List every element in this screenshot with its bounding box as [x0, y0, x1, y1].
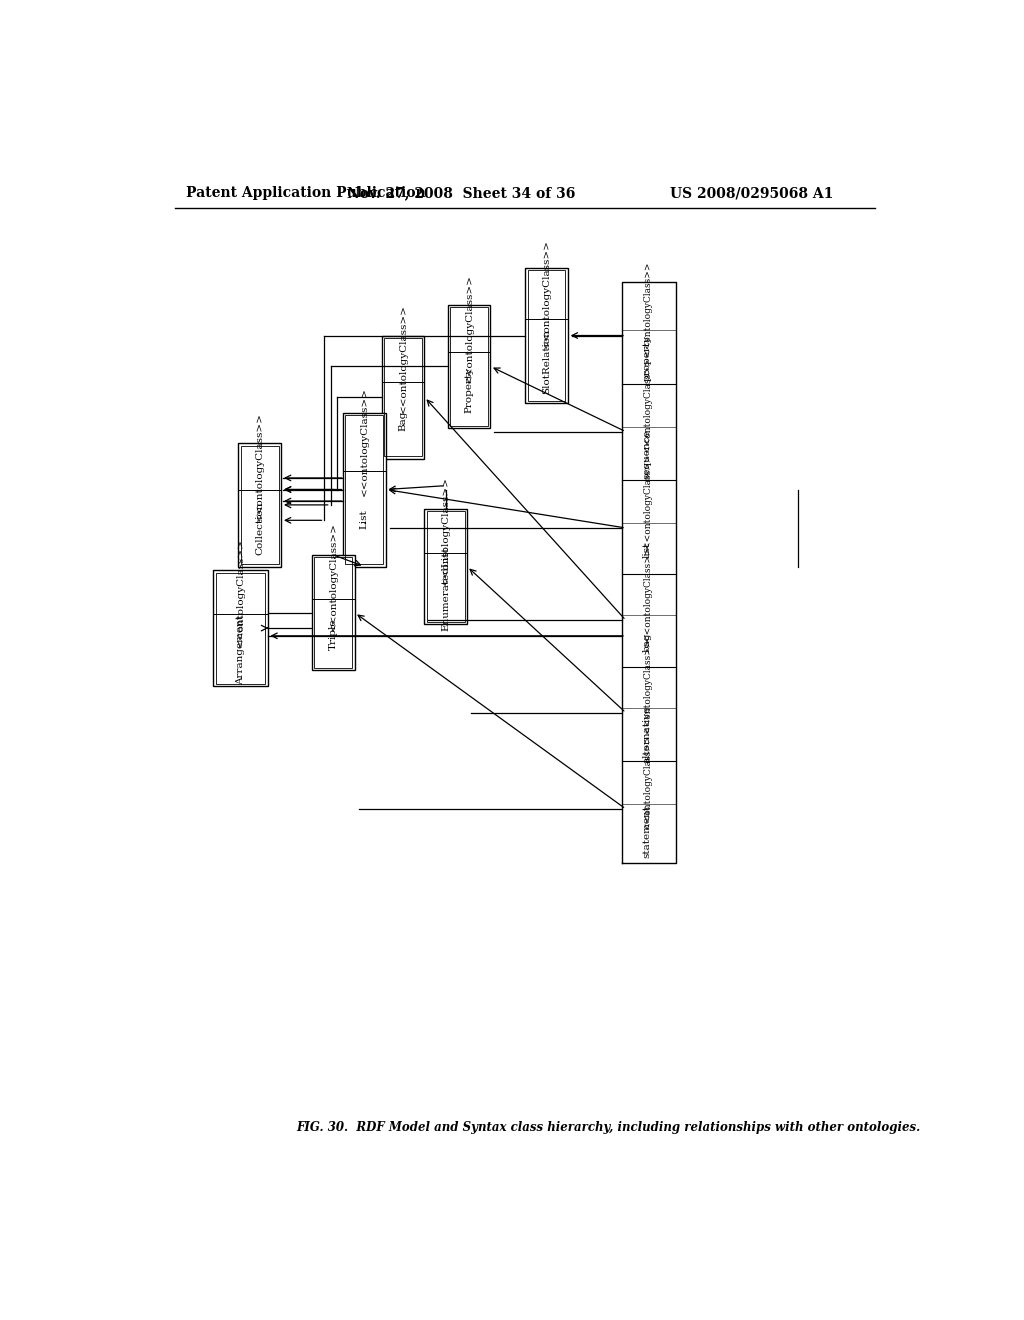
Bar	[525, 268, 568, 403]
Text: <<ontologyClass>>: <<ontologyClass>>	[643, 454, 651, 548]
Text: sequence: sequence	[643, 429, 651, 479]
Text: <<ontologyClass>>: <<ontologyClass>>	[643, 639, 651, 733]
Text: <<ontologyClass>>: <<ontologyClass>>	[643, 261, 651, 355]
Bar	[424, 508, 467, 624]
Text: <<ontologyClass>>: <<ontologyClass>>	[255, 412, 264, 521]
Text: <<ontologyClass>>: <<ontologyClass>>	[398, 305, 408, 413]
Bar	[384, 338, 422, 457]
Bar	[213, 570, 267, 686]
Text: <<ontologyClass>>: <<ontologyClass>>	[465, 273, 473, 383]
Bar	[216, 573, 265, 684]
Text: statement: statement	[643, 805, 651, 858]
Text: Patent Application Publication: Patent Application Publication	[186, 186, 426, 201]
Text: <<ontologyClass>>: <<ontologyClass>>	[643, 735, 651, 829]
Text: <<ontologyClass>>: <<ontologyClass>>	[359, 387, 369, 496]
Bar	[345, 414, 383, 564]
Text: bag: bag	[643, 632, 651, 652]
Text: EnumeratedList: EnumeratedList	[441, 546, 451, 631]
Text: US 2008/0295068 A1: US 2008/0295068 A1	[671, 186, 834, 201]
Text: <<ontologyClass>>: <<ontologyClass>>	[441, 477, 451, 585]
Bar	[447, 305, 490, 428]
Text: Nov. 27, 2008  Sheet 34 of 36: Nov. 27, 2008 Sheet 34 of 36	[347, 186, 575, 201]
Text: <<ontologyClass>>: <<ontologyClass>>	[236, 537, 245, 647]
Bar	[314, 557, 352, 668]
Bar	[527, 271, 565, 400]
Bar	[241, 446, 279, 564]
Bar	[427, 511, 465, 622]
Text: <<ontologyClass>>: <<ontologyClass>>	[329, 523, 338, 631]
Text: <<ontologyClass>>: <<ontologyClass>>	[643, 358, 651, 451]
Bar	[239, 444, 281, 566]
Text: <<ontologyClass>>: <<ontologyClass>>	[542, 239, 551, 348]
Text: List: List	[359, 510, 369, 528]
Text: Triple: Triple	[329, 619, 338, 651]
Bar	[343, 412, 386, 566]
Text: list: list	[643, 543, 651, 558]
Text: property: property	[643, 334, 651, 380]
Text: alternative: alternative	[643, 706, 651, 763]
Bar	[450, 308, 488, 425]
Bar	[312, 554, 354, 671]
Text: Arrangement: Arrangement	[236, 615, 245, 685]
Text: Collection: Collection	[255, 502, 264, 554]
Bar	[382, 335, 424, 459]
Text: <<ontologyClass>>: <<ontologyClass>>	[643, 546, 651, 640]
Text: FIG. 30.  RDF Model and Syntax class hierarchy, including relationships with oth: FIG. 30. RDF Model and Syntax class hier…	[296, 1121, 921, 1134]
Text: Property: Property	[465, 367, 473, 413]
Text: Bag: Bag	[398, 411, 408, 430]
Text: SlotRelation: SlotRelation	[542, 329, 551, 393]
